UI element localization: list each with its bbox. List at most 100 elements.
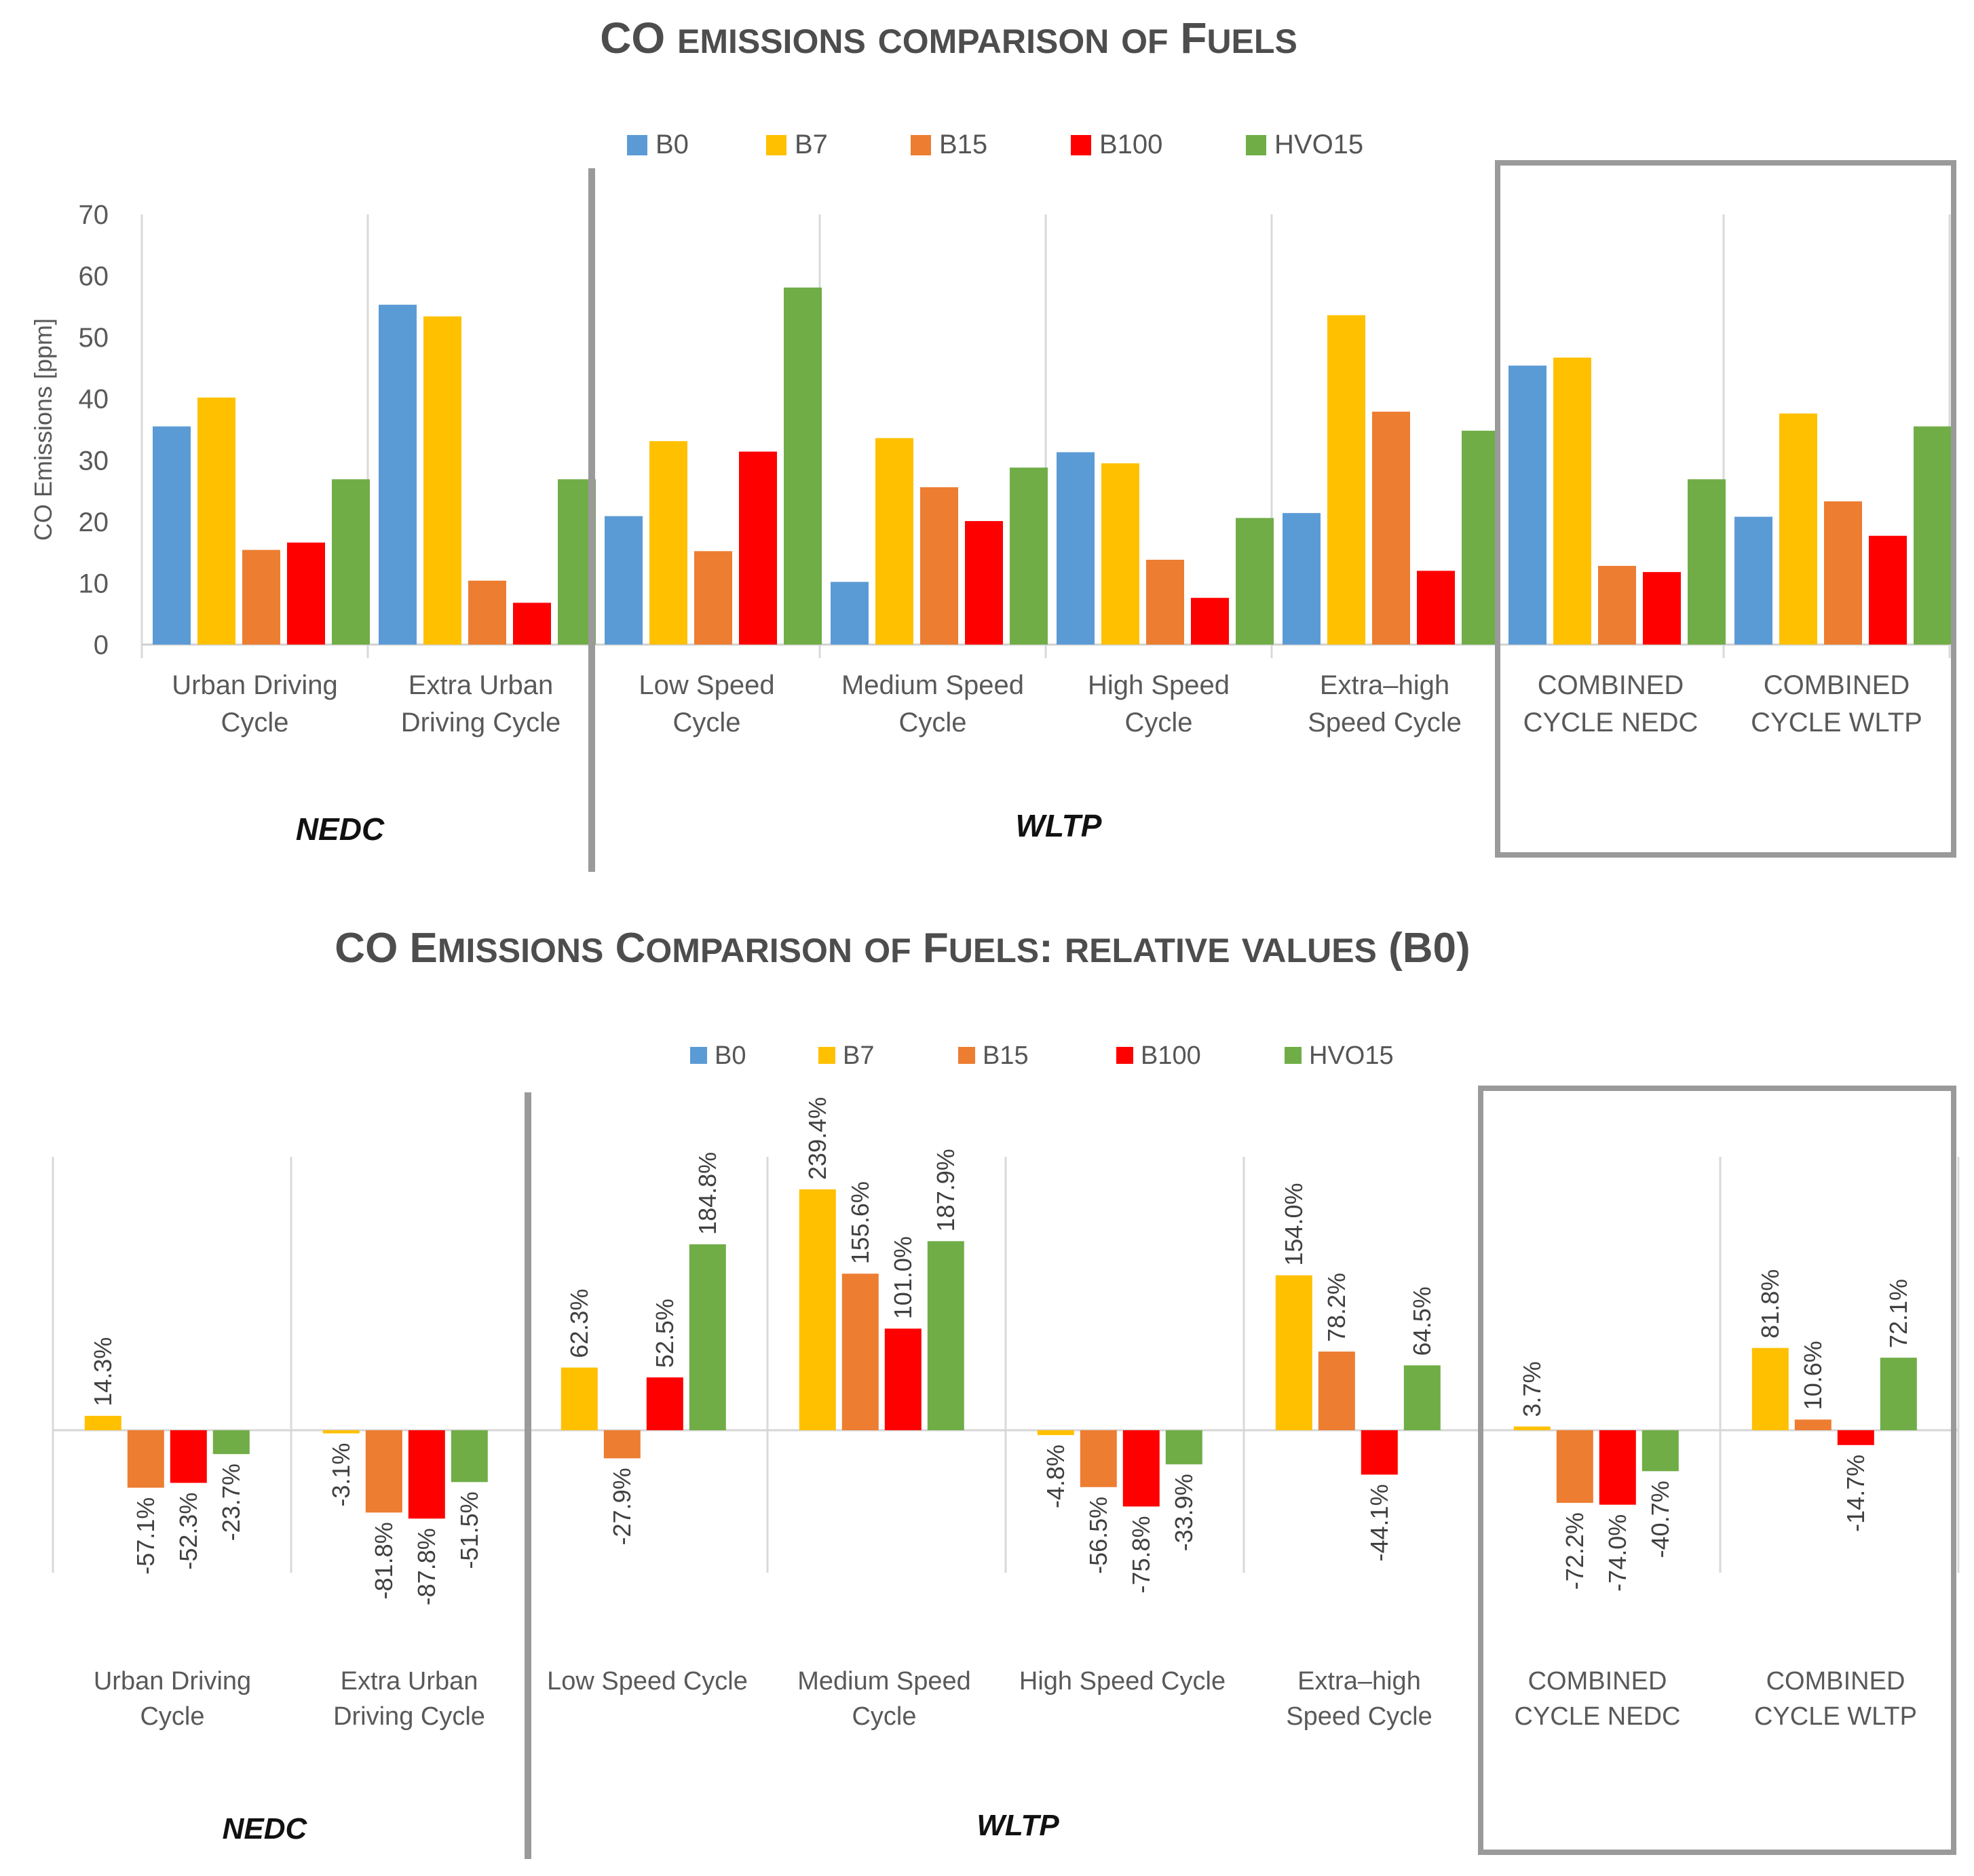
data-label: -87.8% xyxy=(413,1528,440,1605)
y-tick-label: 70 xyxy=(79,200,109,230)
data-label: 10.6% xyxy=(1799,1341,1827,1410)
data-label: -56.5% xyxy=(1084,1497,1112,1574)
data-label: 81.8% xyxy=(1756,1269,1784,1339)
bar-rel-b15-6 xyxy=(1318,1352,1355,1430)
x-tick-label: High Speed Cycle xyxy=(1019,1667,1226,1696)
y-tick-label: 10 xyxy=(79,569,109,598)
x-tick-label: Cycle xyxy=(852,1702,916,1731)
data-label: -40.7% xyxy=(1646,1480,1674,1558)
bar-rel-b7-4 xyxy=(799,1189,836,1430)
data-label: 72.1% xyxy=(1884,1279,1912,1348)
bar-rel-b100-6 xyxy=(1361,1430,1398,1475)
x-tick-label: COMBINED xyxy=(1764,670,1910,700)
data-label: 154.0% xyxy=(1280,1183,1308,1266)
bar-b15-8 xyxy=(1824,501,1862,645)
bar-rel-b100-5 xyxy=(1122,1430,1160,1507)
combined-cycles-highlight-box xyxy=(1495,160,1956,858)
bar-b100-3 xyxy=(739,451,777,645)
chart1-title: CO EMISSIONS COMPARISON OF FUELS xyxy=(600,14,1297,62)
chart2-title: CO EMISSIONS COMPARISON OF FUELS: RELATI… xyxy=(335,925,1470,972)
y-tick-label: 0 xyxy=(94,630,109,660)
data-label: 155.6% xyxy=(846,1181,874,1264)
bar-b7-1 xyxy=(197,397,235,645)
group-label-nedc: NEDC xyxy=(296,811,385,847)
legend1-label-b15: B15 xyxy=(939,130,987,159)
bar-b100-8 xyxy=(1869,535,1907,645)
data-label: 78.2% xyxy=(1323,1273,1350,1342)
bar-b100-1 xyxy=(287,542,325,645)
bar-rel-b15-5 xyxy=(1080,1430,1117,1487)
bar-rel-b15-2 xyxy=(365,1430,402,1513)
bar-b15-7 xyxy=(1598,566,1636,645)
bar-rel-hvo15-8 xyxy=(1880,1358,1917,1430)
data-label: -33.9% xyxy=(1170,1474,1198,1551)
x-tick-label: Cycle xyxy=(672,708,740,738)
legend1-label-b100: B100 xyxy=(1099,130,1162,159)
bar-b100-7 xyxy=(1643,572,1681,645)
x-tick-label: Low Speed Cycle xyxy=(547,1667,748,1696)
bar-b7-7 xyxy=(1553,358,1591,645)
x-tick-label: Extra–high xyxy=(1297,1667,1421,1696)
x-tick-label: CYCLE NEDC xyxy=(1523,708,1698,738)
data-label: 64.5% xyxy=(1408,1286,1436,1356)
data-label: 14.3% xyxy=(89,1337,117,1406)
x-tick-label: Extra Urban xyxy=(409,670,553,700)
bar-rel-b15-7 xyxy=(1556,1430,1593,1504)
legend2-swatch-b0 xyxy=(690,1047,707,1064)
x-tick-label: Cycle xyxy=(221,708,288,738)
x-tick-label: Cycle xyxy=(140,1702,204,1731)
bar-b15-2 xyxy=(468,580,506,645)
x-tick-label: Medium Speed xyxy=(841,670,1024,700)
data-label: 101.0% xyxy=(889,1236,917,1319)
group-label-nedc: NEDC xyxy=(223,1812,308,1845)
legend2-label-b15: B15 xyxy=(983,1041,1029,1070)
bar-b0-3 xyxy=(605,516,643,645)
bar-hvo15-7 xyxy=(1688,479,1726,645)
bar-rel-b100-2 xyxy=(408,1430,445,1519)
legend1-swatch-b7 xyxy=(766,135,786,155)
data-label: -23.7% xyxy=(217,1463,245,1541)
x-tick-label: High Speed xyxy=(1088,670,1230,700)
y-tick-label: 50 xyxy=(79,323,109,353)
bar-b15-6 xyxy=(1372,411,1410,645)
data-label: -57.1% xyxy=(132,1497,159,1575)
y-tick-label: 40 xyxy=(79,385,109,415)
x-tick-label: Speed Cycle xyxy=(1286,1702,1432,1731)
bar-b100-6 xyxy=(1417,571,1455,645)
legend2-label-b100: B100 xyxy=(1141,1041,1201,1070)
legend2-swatch-b100 xyxy=(1116,1047,1133,1064)
legend2-label-b0: B0 xyxy=(715,1041,746,1070)
bar-hvo15-8 xyxy=(1914,426,1952,645)
bar-rel-b7-1 xyxy=(84,1415,121,1430)
legend1-label-b7: B7 xyxy=(795,130,828,159)
bar-rel-b7-5 xyxy=(1037,1430,1074,1436)
data-label: -74.0% xyxy=(1603,1514,1631,1592)
group-label-wltp: WLTP xyxy=(1016,808,1102,843)
data-label: -4.8% xyxy=(1042,1444,1069,1508)
bar-hvo15-3 xyxy=(784,287,822,645)
bar-b0-4 xyxy=(831,581,869,645)
y-tick-label: 20 xyxy=(79,508,109,537)
bar-b7-2 xyxy=(423,316,461,645)
y-tick-label: 60 xyxy=(79,262,109,292)
data-label: 187.9% xyxy=(932,1149,960,1231)
bar-rel-b15-8 xyxy=(1794,1419,1831,1430)
bar-b15-1 xyxy=(242,550,280,645)
data-label: 52.5% xyxy=(651,1299,679,1368)
x-tick-label: Driving Cycle xyxy=(401,708,561,738)
data-label: -52.3% xyxy=(174,1493,202,1570)
bar-rel-b7-2 xyxy=(322,1430,360,1434)
data-label: 3.7% xyxy=(1518,1361,1546,1417)
bar-b0-8 xyxy=(1734,516,1772,645)
bar-b0-2 xyxy=(379,305,417,645)
bar-rel-b100-7 xyxy=(1599,1430,1636,1505)
data-label: -81.8% xyxy=(370,1522,398,1599)
bar-rel-hvo15-1 xyxy=(212,1430,250,1455)
bar-b7-8 xyxy=(1779,413,1817,645)
data-label: -75.8% xyxy=(1127,1516,1155,1593)
bar-b0-6 xyxy=(1283,513,1321,645)
bar-rel-b7-6 xyxy=(1275,1275,1312,1430)
y-tick-label: 30 xyxy=(79,446,109,476)
bar-b7-5 xyxy=(1101,463,1139,645)
x-tick-label: Driving Cycle xyxy=(333,1702,485,1731)
